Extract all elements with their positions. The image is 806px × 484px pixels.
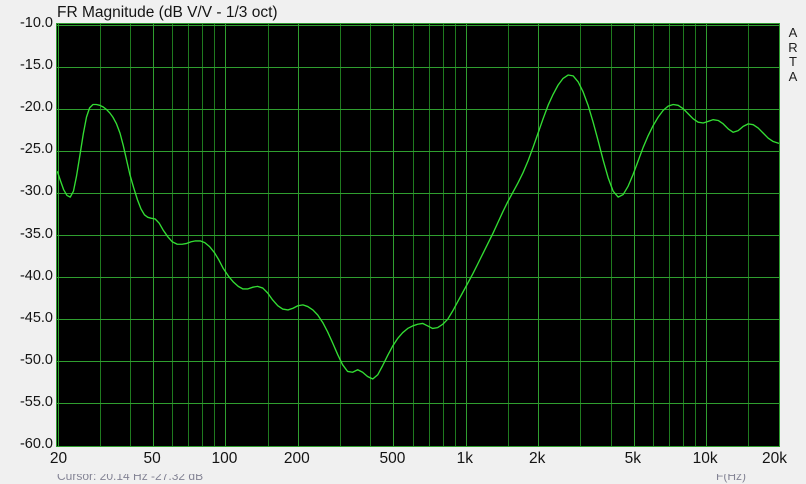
y-axis-tick-label: -35.0 [19,225,53,242]
arta-brand-letter: A [788,68,798,84]
y-axis-tick-label: -20.0 [19,99,53,116]
y-axis-tick-label: -60.0 [19,436,53,452]
x-axis-tick-label: 2k [528,450,546,467]
cursor-readout: Cursor: 20.14 Hz -27.32 dB [57,474,204,483]
x-axis-tick-label: 20 [49,450,68,467]
arta-brand-letter: R [788,39,798,55]
y-axis-tick-label: -50.0 [19,351,53,368]
x-axis-tick-label: 10k [692,450,718,467]
x-axis-tick-label: 1k [456,450,473,467]
x-axis-tick-label: 20k [762,450,787,467]
y-axis-tick-label: -55.0 [19,393,53,410]
y-axis-tick-label: -15.0 [19,57,53,74]
plot-canvas [57,24,779,446]
plot-area[interactable] [56,23,780,447]
arta-brand-letter: T [789,54,797,69]
status-strip: Cursor: 20.14 Hz -27.32 dB F(Hz) [0,474,806,484]
x-axis-tick-label: 50 [143,450,161,467]
x-axis-tick-label: 200 [283,450,310,467]
x-axis-tick-label: 5k [624,450,641,467]
page-title: FR Magnitude (dB V/V - 1/3 oct) [57,4,278,21]
y-axis-tick-label: -30.0 [19,183,53,200]
x-axis-tick-label: 100 [211,450,238,467]
x-axis-tick-label: 500 [379,450,406,467]
y-axis-tick-label: -25.0 [19,141,53,158]
y-axis-tick-label: -45.0 [19,309,53,326]
grid-major-horizontal [57,25,779,404]
trace-group [57,74,779,380]
y-axis-tick-label: -40.0 [19,267,53,284]
x-axis-unit-label: F(Hz) [716,474,746,483]
y-axis-tick-label: -10.0 [19,15,53,31]
y-axis-labels: -10.0 -15.0 -20.0 -25.0 -30.0 -35.0 -40.0 -45.0… [0,0,53,484]
trace-line [57,74,779,380]
arta-brand-letter: A [788,25,798,40]
